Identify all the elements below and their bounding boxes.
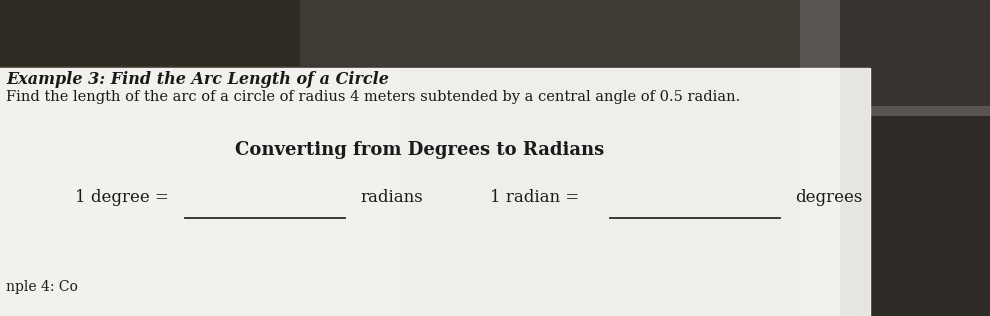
Text: Example 3: Find the Arc Length of a Circle: Example 3: Find the Arc Length of a Circ… <box>6 71 389 88</box>
Bar <box>0 0 300 76</box>
Bar <box>800 0 990 116</box>
Text: radians: radians <box>360 189 423 206</box>
Text: 1 degree =: 1 degree = <box>75 189 169 206</box>
Polygon shape <box>0 68 870 316</box>
Bar <box>0 68 860 316</box>
Text: Converting from Degrees to Radians: Converting from Degrees to Radians <box>236 141 605 159</box>
Bar <box>0 0 990 66</box>
Text: degrees: degrees <box>795 189 862 206</box>
Bar <box>300 0 800 66</box>
Bar <box>840 0 990 106</box>
Bar <box>400 68 800 316</box>
Text: nple 4: Co: nple 4: Co <box>6 280 78 294</box>
Text: 1 radian =: 1 radian = <box>490 189 579 206</box>
Text: Find the length of the arc of a circle of radius 4 meters subtended by a central: Find the length of the arc of a circle o… <box>6 90 741 104</box>
Bar <box>840 68 870 316</box>
Bar <box>0 0 990 76</box>
